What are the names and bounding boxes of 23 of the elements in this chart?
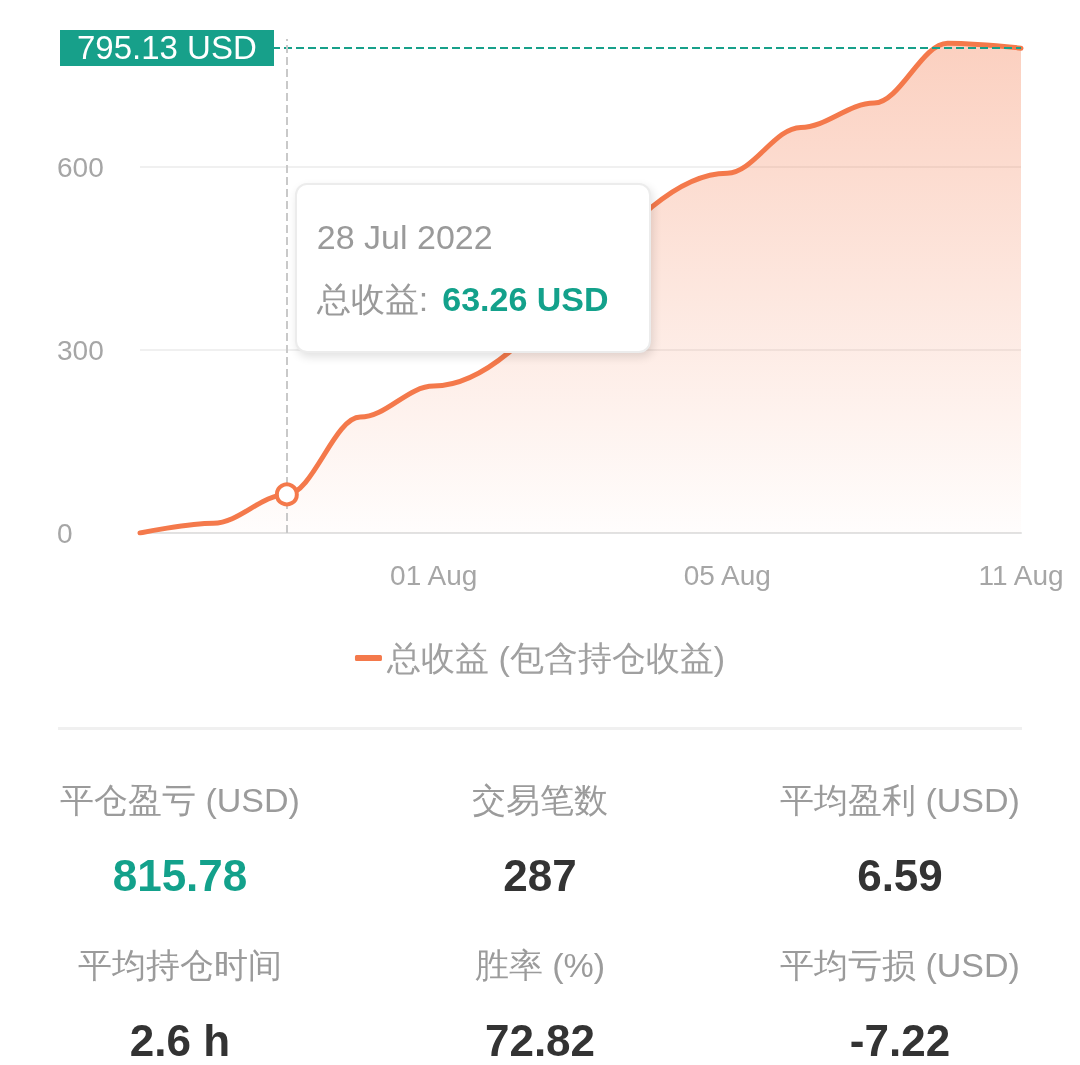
annotation: 总收益: 63.26 USD — [316, 280, 609, 318]
x-tick-label: 11 Aug — [978, 559, 1064, 591]
text: 72.82 — [484, 1016, 596, 1065]
category-label: 平均亏损 (USD) — [779, 945, 1021, 985]
y-tick-label: 300 — [57, 334, 104, 366]
text: 2.6 h — [129, 1016, 231, 1065]
category-label: 平仓盈亏 (USD) — [59, 780, 301, 820]
ref-line-label: 795.13 USD — [60, 29, 274, 67]
text: 6.59 — [857, 851, 943, 900]
annotation: 28 Jul 2022 — [316, 218, 493, 256]
x-tick-label: 01 Aug — [390, 559, 478, 591]
text: 287 — [503, 851, 577, 900]
category-label: 平均持仓时间 — [77, 945, 283, 985]
y-tick-label: 600 — [57, 151, 104, 183]
category-label: 交易笔数 — [471, 780, 609, 820]
category-label: 平均盈利 (USD) — [779, 780, 1021, 820]
x-tick-label: 05 Aug — [683, 559, 771, 591]
y-tick-label: 0 — [57, 517, 73, 549]
category-label: 胜率 (%) — [473, 945, 607, 985]
text: -7.22 — [849, 1016, 951, 1065]
text: 815.78 — [112, 851, 248, 900]
tooltip: 28 Jul 2022 总收益: 63.26 USD — [294, 183, 651, 353]
legend-label: 总收益 (包含持仓收益) — [385, 639, 726, 677]
